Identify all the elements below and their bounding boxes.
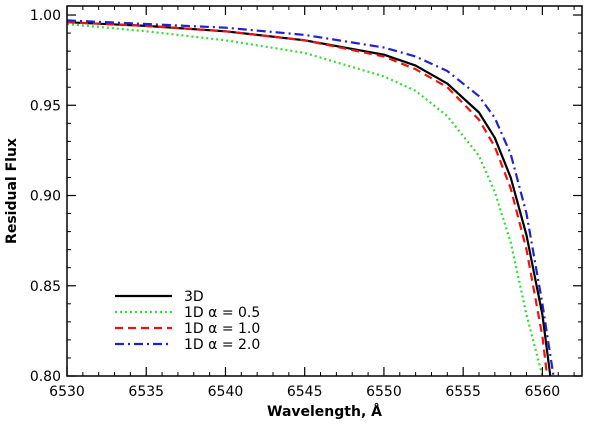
series-line-2 [67, 21, 549, 376]
x-tick-label: 6550 [366, 384, 402, 400]
x-tick-label: 6535 [128, 384, 164, 400]
y-tick-label: 1.00 [30, 8, 61, 24]
series-line-1 [67, 22, 544, 376]
y-axis-title: Residual Flux [4, 138, 20, 244]
legend-label-1: 1D α = 0.5 [184, 305, 260, 321]
y-tick-label: 0.95 [30, 98, 61, 114]
legend-label-2: 1D α = 1.0 [184, 321, 260, 337]
ticks-layer: 6530 6535 6540 6545 6550 6555 6560 0.80 0.85 0.90… [30, 6, 582, 400]
x-axis-title: Wavelength, Å [267, 403, 382, 420]
series-line-0 [67, 21, 552, 376]
legend-label-0: 3D [184, 289, 204, 305]
y-tick-label: 0.85 [30, 279, 61, 295]
x-tick-label: 6555 [445, 384, 481, 400]
x-tick-label: 6530 [49, 384, 85, 400]
plot-frame [66, 5, 583, 377]
x-tick-label: 6560 [525, 384, 561, 400]
series-line-3 [67, 19, 555, 376]
y-tick-label: 0.90 [30, 189, 61, 205]
legend-label-3: 1D α = 2.0 [184, 337, 260, 353]
x-tick-label: 6545 [287, 384, 323, 400]
series-layer [67, 19, 555, 376]
x-tick-label: 6540 [208, 384, 244, 400]
y-tick-label: 0.80 [30, 369, 61, 385]
